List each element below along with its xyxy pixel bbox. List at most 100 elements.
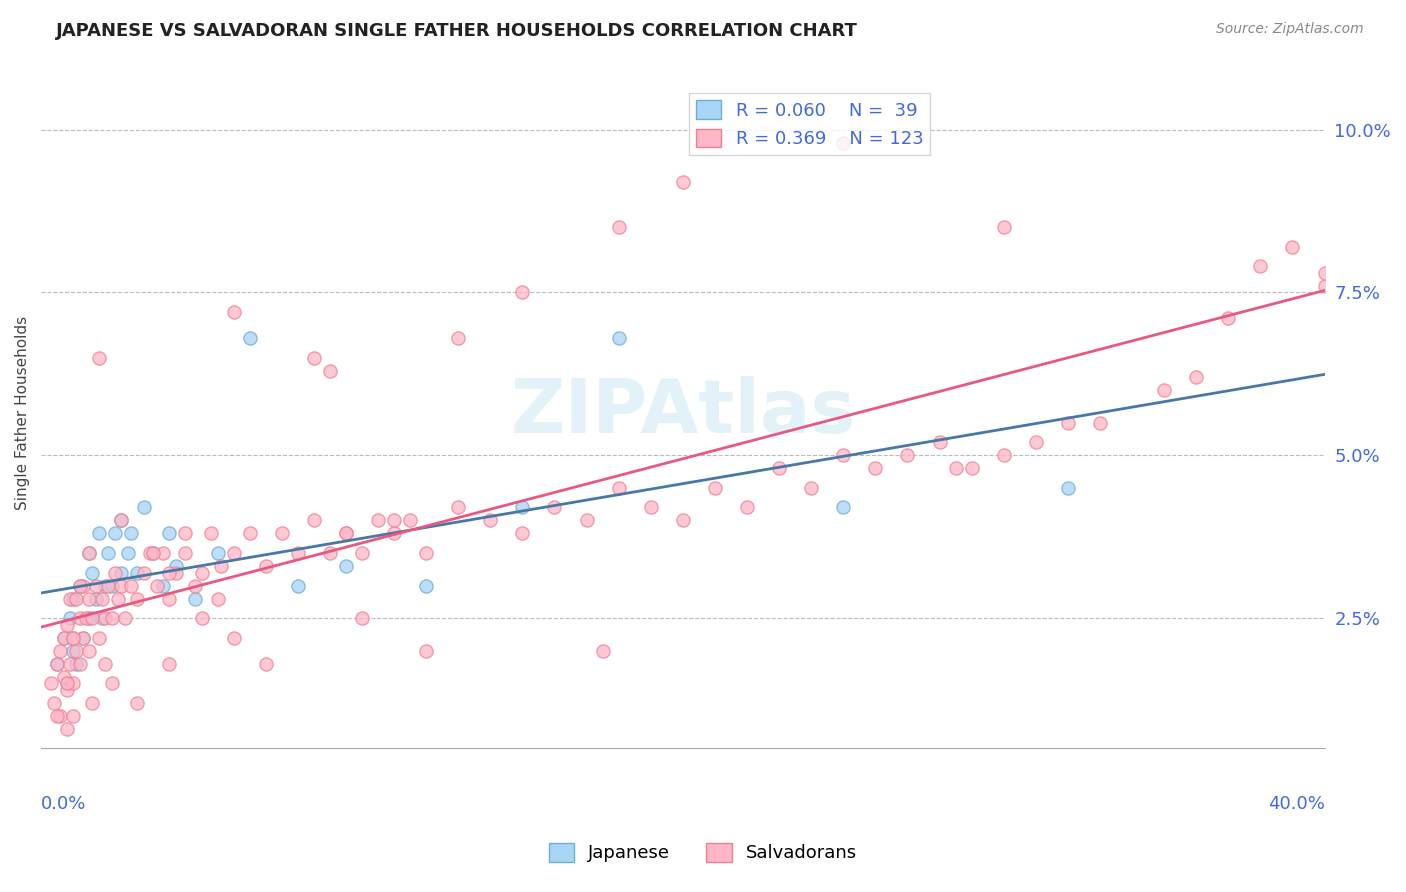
Point <box>59 657 82 671</box>
Point <box>174 546 197 560</box>
Point <box>350 546 373 560</box>
Point <box>84 579 107 593</box>
Point <box>77 546 100 560</box>
Point <box>165 559 187 574</box>
Point <box>382 526 405 541</box>
Point <box>75 611 97 625</box>
Point <box>543 500 565 515</box>
Point <box>49 644 72 658</box>
Point <box>335 559 357 574</box>
Point <box>110 579 132 593</box>
Point <box>52 631 75 645</box>
Point <box>65 657 87 671</box>
Point <box>62 591 84 606</box>
Point <box>1185 370 1208 384</box>
Point <box>1025 435 1047 450</box>
Point <box>415 579 437 593</box>
Point <box>287 546 309 560</box>
Point <box>55 617 77 632</box>
Point <box>209 559 232 574</box>
Point <box>91 611 114 625</box>
Point <box>1281 240 1303 254</box>
Point <box>1313 266 1336 280</box>
Point <box>142 546 165 560</box>
Point <box>1056 481 1078 495</box>
Point <box>159 526 181 541</box>
Point <box>87 631 110 645</box>
Point <box>1249 260 1271 274</box>
Point <box>319 546 342 560</box>
Point <box>46 657 69 671</box>
Point <box>94 611 117 625</box>
Point <box>127 696 149 710</box>
Point <box>165 566 187 580</box>
Point <box>190 566 212 580</box>
Point <box>222 631 245 645</box>
Point <box>52 631 75 645</box>
Point <box>77 546 100 560</box>
Point <box>832 500 855 515</box>
Point <box>447 500 470 515</box>
Point <box>52 670 75 684</box>
Point <box>735 500 758 515</box>
Point <box>159 566 181 580</box>
Point <box>72 631 94 645</box>
Legend: R = 0.060    N =  39, R = 0.369    N = 123: R = 0.060 N = 39, R = 0.369 N = 123 <box>689 93 931 155</box>
Point <box>960 461 983 475</box>
Legend: Japanese, Salvadorans: Japanese, Salvadorans <box>541 836 865 870</box>
Point <box>152 546 174 560</box>
Point <box>55 676 77 690</box>
Point <box>104 526 127 541</box>
Point <box>97 546 120 560</box>
Point <box>239 331 262 345</box>
Point <box>367 513 389 527</box>
Point <box>159 591 181 606</box>
Point <box>107 591 129 606</box>
Point <box>222 546 245 560</box>
Point <box>62 631 84 645</box>
Point <box>1313 279 1336 293</box>
Point <box>1153 383 1175 397</box>
Point <box>110 566 132 580</box>
Point <box>512 526 534 541</box>
Point <box>77 591 100 606</box>
Point <box>222 305 245 319</box>
Point <box>302 513 325 527</box>
Point <box>287 579 309 593</box>
Point <box>672 513 695 527</box>
Point <box>335 526 357 541</box>
Point <box>77 611 100 625</box>
Point <box>132 500 155 515</box>
Point <box>145 579 167 593</box>
Point <box>200 526 222 541</box>
Point <box>55 722 77 736</box>
Point <box>159 657 181 671</box>
Point <box>55 676 77 690</box>
Point <box>82 696 104 710</box>
Point <box>110 513 132 527</box>
Point <box>672 175 695 189</box>
Point <box>72 579 94 593</box>
Point <box>207 546 229 560</box>
Point <box>104 566 127 580</box>
Point <box>100 676 122 690</box>
Point <box>190 611 212 625</box>
Point <box>945 461 967 475</box>
Point <box>415 644 437 658</box>
Point <box>100 611 122 625</box>
Point <box>174 526 197 541</box>
Point <box>69 579 91 593</box>
Point <box>207 591 229 606</box>
Point <box>832 136 855 150</box>
Point <box>127 566 149 580</box>
Point <box>382 513 405 527</box>
Point <box>350 611 373 625</box>
Point <box>77 644 100 658</box>
Point <box>254 657 277 671</box>
Point <box>114 611 136 625</box>
Point <box>127 591 149 606</box>
Point <box>62 644 84 658</box>
Point <box>512 285 534 300</box>
Point <box>49 709 72 723</box>
Point <box>399 513 422 527</box>
